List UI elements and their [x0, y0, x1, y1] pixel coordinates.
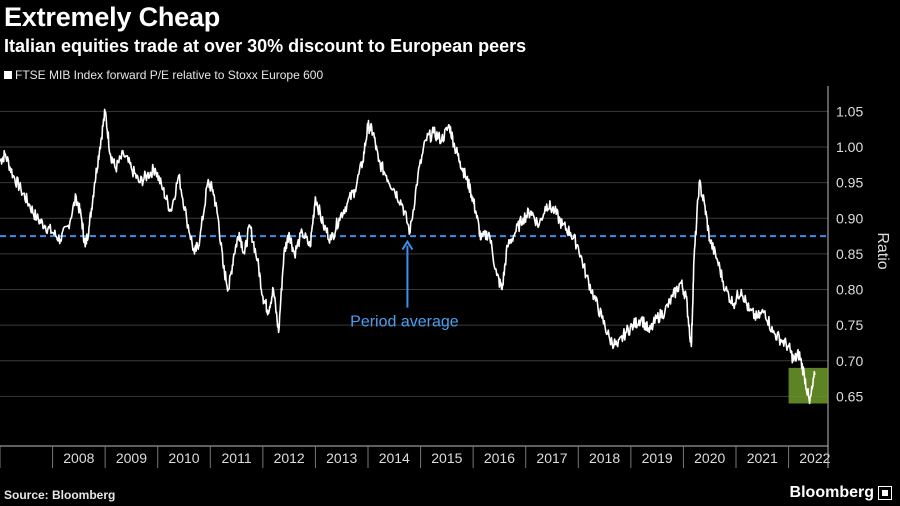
annotation-label: Period average	[350, 314, 459, 331]
x-tick-label: 2010	[168, 450, 199, 466]
annotation-arrowhead	[401, 239, 414, 251]
chart-title: Extremely Cheap	[4, 2, 221, 32]
x-tick-label: 2017	[536, 450, 567, 466]
y-tick-label: 1.05	[836, 103, 863, 119]
y-tick-label: 0.95	[836, 175, 863, 191]
x-tick-label: 2022	[799, 450, 830, 466]
brand-logo: Bloomberg	[790, 484, 892, 502]
brand-icon	[878, 486, 892, 500]
source-note: Source: Bloomberg	[4, 488, 116, 502]
x-tick-label: 2015	[431, 450, 462, 466]
plot-area: Period average	[0, 108, 828, 405]
legend-label: FTSE MIB Index forward P/E relative to S…	[15, 68, 324, 82]
x-tick-label: 2018	[589, 450, 620, 466]
y-tick-label: 0.85	[836, 246, 863, 262]
legend: FTSE MIB Index forward P/E relative to S…	[4, 68, 323, 82]
x-tick-label: 2012	[274, 450, 305, 466]
x-tick-label: 2016	[484, 450, 515, 466]
y-tick-label: 0.75	[836, 317, 863, 333]
x-tick-label: 2009	[116, 450, 147, 466]
x-tick-label: 2008	[63, 450, 94, 466]
grid-lines	[0, 110, 828, 397]
y-tick-label: 0.70	[836, 353, 863, 369]
x-axis: 2008 2009 2010 2011 2012 2013 2014 2015 2016 2017…	[0, 445, 831, 468]
series-line	[0, 108, 816, 405]
y-axis: 0.65 0.70 0.75 0.80 0.85 0.90 0.95 1.00 1.05	[827, 86, 863, 468]
x-tick-label: 2011	[222, 450, 252, 466]
y-tick-label: 0.90	[836, 210, 863, 226]
y-tick-label: 1.00	[836, 139, 863, 155]
y-tick-label: 0.80	[836, 282, 863, 298]
x-tick-label: 2021	[747, 450, 778, 466]
x-tick-label: 2013	[326, 450, 357, 466]
legend-swatch	[4, 71, 12, 79]
x-tick-label: 2014	[379, 450, 410, 466]
x-tick-label: 2020	[694, 450, 725, 466]
brand-name: Bloomberg	[789, 484, 874, 501]
x-tick-label: 2019	[642, 450, 673, 466]
chart-subtitle: Italian equities trade at over 30% disco…	[4, 36, 527, 56]
y-tick-label: 0.65	[836, 388, 863, 404]
y-axis-label: Ratio	[874, 232, 891, 269]
